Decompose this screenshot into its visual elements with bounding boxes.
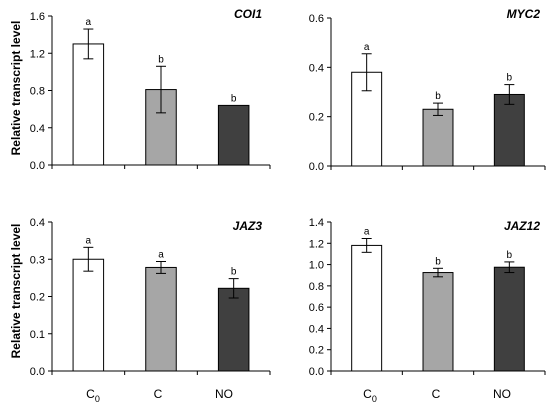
panel-jaz12: JAZ12 0.0 0.2 0.4 0.6 0.8 1.0 1.2 1.4 a b b [309,217,546,378]
plot-area: 0.0 0.1 0.2 0.3 0.4 a a b [30,217,271,378]
significance-letter: b [507,73,513,84]
significance-letter: a [158,249,164,260]
significance-letter: a [86,235,92,246]
plot-area: 0.0 0.2 0.4 0.6 0.8 1.0 1.2 1.4 a b b [309,217,546,378]
bar [217,287,250,372]
y-tick-label: 0.0 [309,366,324,378]
y-tick-label: 1.2 [309,238,324,250]
bar [422,272,454,372]
significance-letter: b [231,93,237,104]
plot-area: 0.0 0.4 0.8 1.2 1.6 a b b [30,11,271,172]
panel-title: COI1 [234,7,262,21]
y-tick-label: 0.0 [309,161,324,173]
significance-letter: b [231,267,237,278]
panel-title: MYC2 [507,7,541,21]
y-tick-label: 1.4 [309,217,324,229]
y-tick-label: 0.3 [30,254,45,266]
panel-title: JAZ3 [233,219,263,233]
significance-letter: b [435,91,441,102]
significance-letter: b [158,54,164,65]
y-tick-label: 0.0 [30,160,45,172]
y-tick-label: 0.1 [30,329,45,341]
panel-jaz3: Relative transcript level JAZ3 0.0 0.1 0.2… [9,217,271,378]
plot-area: 0.0 0.2 0.4 0.6 a b b [309,13,546,173]
y-tick-label: 0.2 [30,292,45,304]
y-tick-label: 1.6 [30,11,45,23]
y-tick-label: 0.0 [30,366,45,378]
y-axis-label: Relative transcript level [9,224,23,359]
y-tick-label: 0.4 [30,217,45,229]
y-tick-label: 0.6 [309,13,324,25]
y-axis-label: Relative transcript level [9,21,23,156]
bar [493,93,525,167]
significance-letter: a [364,226,370,237]
significance-letter: b [507,250,513,261]
bar [351,244,383,372]
y-tick-label: 0.8 [30,86,45,98]
significance-letter: a [364,42,370,53]
panel-myc2: MYC2 0.0 0.2 0.4 0.6 a b b [309,7,546,173]
y-tick-label: 0.4 [30,123,45,135]
y-tick-label: 0.4 [309,323,324,335]
y-tick-label: 0.2 [309,345,324,357]
bar [145,266,177,372]
category-label-c0: C0 [363,387,377,404]
bar [145,89,177,166]
y-tick-label: 0.2 [309,112,324,124]
y-tick-label: 1.0 [309,260,324,272]
y-tick-label: 0.8 [309,281,324,293]
panel-title: JAZ12 [504,219,540,233]
category-label-c: C [154,387,163,401]
bar [72,43,105,166]
significance-letter: b [435,256,441,267]
panel-coi1: Relative transcript level COI1 0.0 0.4 0.8… [9,7,271,172]
y-tick-label: 1.2 [30,48,45,60]
x-category-labels-left: C0 C NO [86,387,233,404]
category-label-c0: C0 [86,387,100,404]
y-tick-label: 0.4 [309,62,324,74]
significance-letter: a [86,17,92,28]
category-label-no: NO [215,387,233,401]
bar [422,108,454,167]
x-category-labels-right: C0 C NO [363,387,511,404]
bar [217,104,250,166]
y-tick-label: 0.6 [309,302,324,314]
category-label-c: C [432,387,441,401]
category-label-no: NO [493,387,511,401]
bar [493,266,525,372]
bar [72,258,105,372]
